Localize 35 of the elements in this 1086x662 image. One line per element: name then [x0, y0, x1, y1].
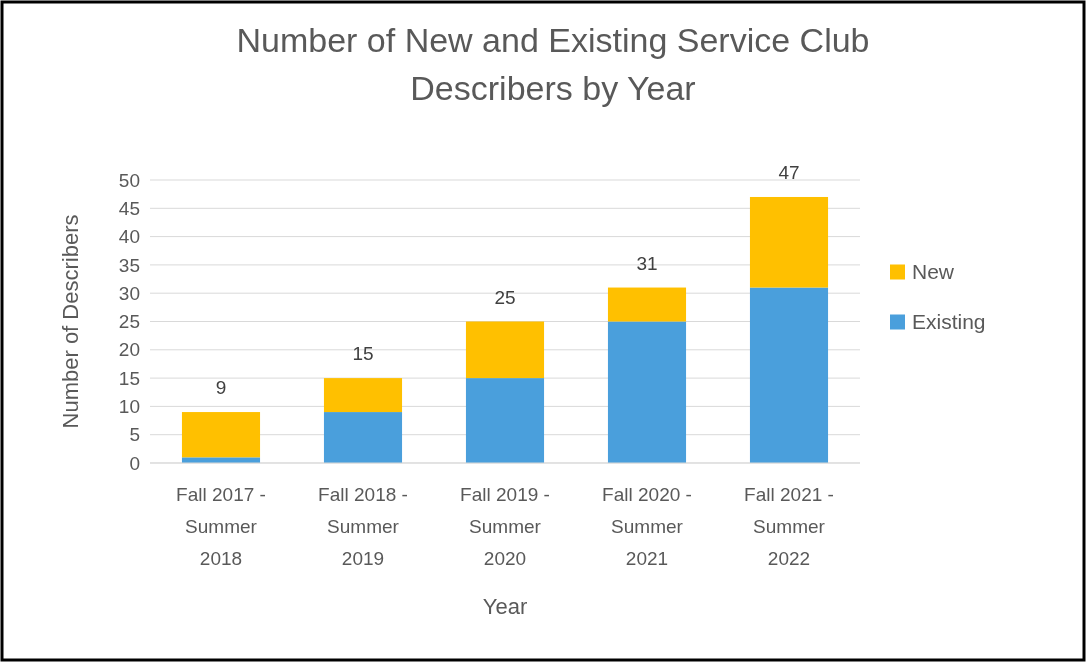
- x-axis-title: Year: [482, 594, 528, 619]
- x-tick-label: Fall 2019 - Summer 2020: [460, 484, 550, 569]
- total-label: 9: [215, 377, 227, 399]
- bar: [749, 287, 829, 463]
- y-axis-title: Number of Describers: [58, 214, 83, 429]
- chart-title: Number of New and Existing Service Club Describers by Year: [236, 21, 870, 107]
- legend-label: New: [912, 259, 955, 283]
- y-tick-label: 15: [118, 367, 140, 389]
- y-tick-label: 50: [118, 169, 140, 191]
- bar: [323, 412, 403, 463]
- x-tick-label: Fall 2018 - Summer 2019: [318, 484, 408, 569]
- y-tick-label: 35: [118, 254, 140, 276]
- bar: [323, 378, 403, 413]
- bar: [607, 321, 687, 463]
- total-label: 15: [352, 343, 374, 365]
- y-tick-label: 20: [118, 339, 140, 361]
- legend-label: Existing: [912, 309, 986, 333]
- y-tick-label: 45: [118, 197, 140, 219]
- y-tick-label: 10: [118, 396, 140, 418]
- bar: [749, 196, 829, 288]
- bar: [607, 287, 687, 322]
- y-tick-label: 30: [118, 282, 140, 304]
- x-tick-label: Fall 2020 - Summer 2021: [602, 484, 692, 569]
- y-tick-label: 40: [118, 226, 140, 248]
- bar: [465, 321, 545, 379]
- total-label: 47: [778, 161, 800, 183]
- x-tick-label: Fall 2017 - Summer 2018: [176, 484, 266, 569]
- y-tick-label: 0: [129, 452, 140, 474]
- y-tick-label: 5: [129, 424, 140, 446]
- x-tick-label: Fall 2021 - Summer 2022: [744, 484, 834, 569]
- bar: [181, 412, 261, 458]
- total-label: 31: [636, 252, 658, 274]
- bar: [465, 378, 545, 463]
- y-tick-label: 25: [118, 311, 140, 333]
- total-label: 25: [494, 286, 516, 308]
